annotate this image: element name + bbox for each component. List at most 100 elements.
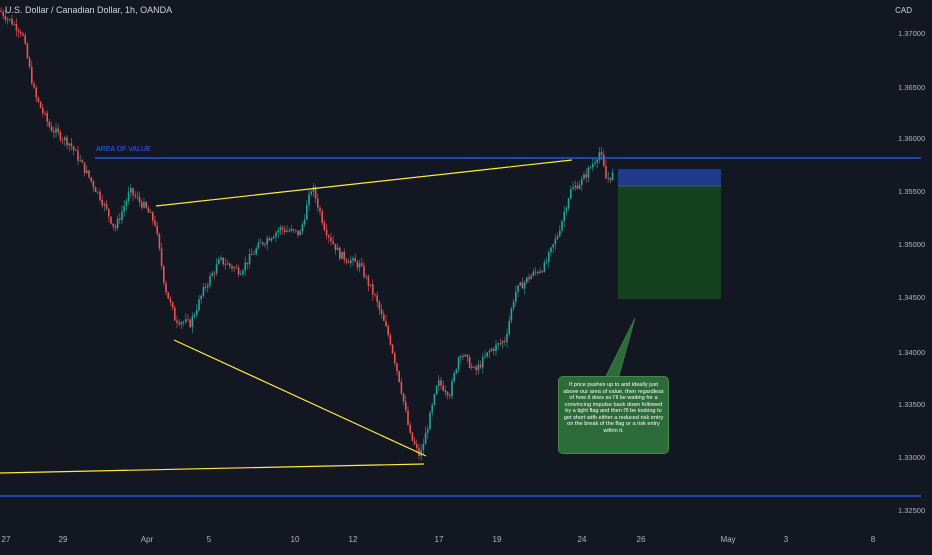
candle-body: [121, 211, 123, 220]
candle-body: [97, 191, 99, 193]
candle-body: [66, 137, 68, 146]
candle-body: [277, 230, 279, 233]
candle-body: [396, 363, 398, 372]
candle-body: [528, 277, 530, 280]
candle-body: [268, 238, 271, 241]
candle-body: [391, 344, 394, 354]
candle-body: [409, 425, 411, 433]
candle-body: [319, 207, 321, 212]
candle-body: [103, 203, 106, 206]
candle-body: [110, 216, 112, 224]
candle-body: [171, 302, 174, 308]
candle-body: [6, 18, 9, 20]
candle-body: [332, 241, 334, 244]
candle-body: [438, 380, 440, 386]
time-tick: Apr: [140, 535, 154, 544]
candle-body: [185, 319, 187, 322]
candle-body: [145, 202, 147, 208]
candle-body: [211, 273, 213, 277]
candle-body: [143, 202, 145, 208]
candle-body: [125, 200, 128, 207]
candle-body: [561, 220, 563, 231]
candle-body: [167, 292, 169, 299]
trade-plan-note[interactable]: If price pushes up to and ideally just a…: [558, 376, 669, 454]
candle-body: [407, 410, 409, 426]
candle-body: [314, 187, 317, 199]
candle-body: [226, 263, 229, 265]
candle-body: [484, 356, 486, 358]
candle-body: [187, 319, 189, 321]
candle-body: [108, 208, 110, 217]
candle-body: [600, 152, 603, 155]
base-trendline[interactable]: [0, 463, 425, 474]
candle-body: [42, 108, 44, 114]
candle-body: [11, 18, 13, 25]
candle-body: [253, 254, 255, 255]
time-tick: 12: [348, 535, 358, 544]
candle-body: [246, 262, 249, 265]
time-tick: 19: [492, 535, 502, 544]
time-tick: 29: [58, 535, 68, 544]
candle-body: [196, 310, 198, 315]
candle-body: [189, 319, 191, 328]
candle-body: [81, 160, 84, 163]
symbol-title[interactable]: U.S. Dollar / Canadian Dollar, 1h, OANDA: [5, 5, 173, 15]
candle-body: [284, 229, 286, 232]
candle-body: [259, 242, 262, 244]
candle-body: [152, 212, 154, 221]
lower-trendline[interactable]: [173, 339, 427, 457]
candle-body: [15, 23, 18, 31]
candle-body: [237, 267, 240, 275]
candle-body: [607, 177, 609, 179]
take-profit-zone[interactable]: [618, 186, 721, 299]
stop-loss-zone[interactable]: [618, 169, 721, 186]
candle-body: [532, 271, 535, 276]
candle-body: [541, 271, 543, 273]
candle-body: [449, 395, 451, 397]
candle-body: [457, 357, 460, 370]
candle-body: [442, 385, 444, 391]
candle-body: [158, 233, 161, 249]
candle-body: [475, 366, 477, 371]
price-tick: 1.32500: [898, 506, 926, 515]
candle-body: [352, 258, 354, 261]
candle-body: [493, 348, 495, 352]
candle-body: [193, 314, 196, 317]
time-tick: May: [720, 535, 736, 544]
candle-body: [581, 178, 583, 185]
candle-body: [424, 432, 427, 445]
candle-body: [4, 16, 7, 20]
candle-body: [2, 11, 4, 17]
candle-body: [218, 259, 220, 265]
candle-body: [22, 33, 24, 36]
candle-body: [598, 152, 601, 160]
candle-body: [204, 286, 207, 288]
candle-body: [440, 380, 442, 386]
candle-body: [512, 301, 515, 309]
candle-body: [422, 444, 425, 450]
candle-body: [112, 223, 114, 227]
price-tick: 1.33000: [898, 453, 926, 462]
candle-body: [356, 261, 359, 268]
candle-body: [369, 284, 372, 286]
candle-body: [94, 187, 97, 192]
candle-body: [339, 247, 341, 259]
candle-body: [330, 237, 332, 242]
time-tick: 17: [434, 535, 444, 544]
candle-body: [273, 236, 275, 239]
candle-body: [565, 208, 568, 212]
upper-trendline[interactable]: [155, 159, 573, 207]
candle-body: [215, 264, 218, 274]
candle-body: [224, 264, 227, 266]
candle-body: [303, 219, 306, 225]
candle-body: [521, 282, 524, 289]
candle-body: [180, 322, 183, 325]
candle-body: [75, 150, 77, 151]
price-tick: 1.37000: [898, 29, 926, 38]
candle-body: [574, 185, 576, 188]
candle-body: [229, 263, 231, 266]
candle-body: [378, 302, 381, 310]
price-tick: 1.34500: [898, 293, 926, 302]
